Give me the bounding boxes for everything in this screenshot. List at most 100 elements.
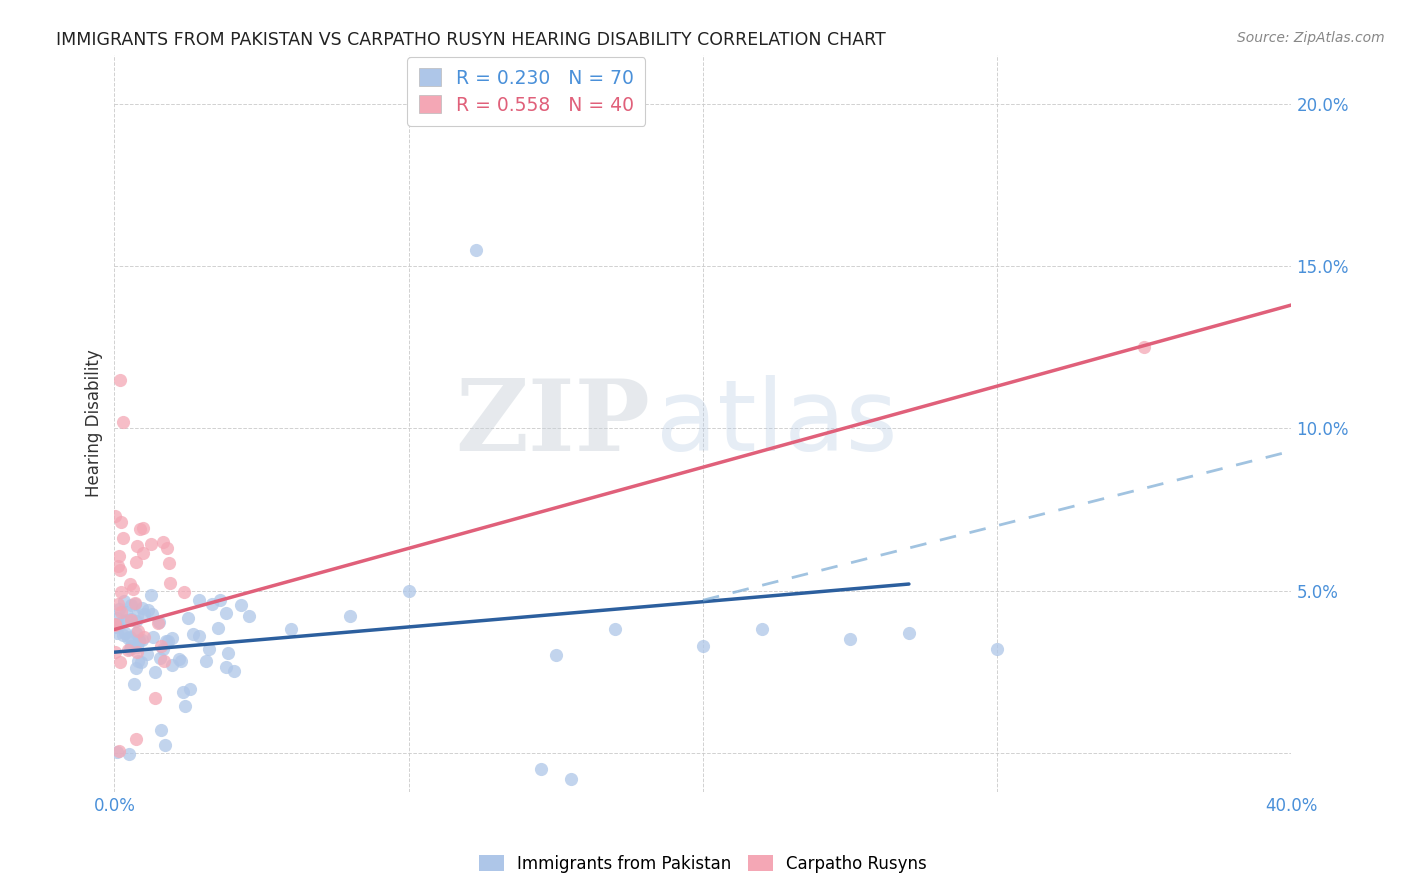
Point — [173, 698, 195, 713]
Point — [839, 632, 862, 647]
Point — [198, 641, 221, 656]
Point — [110, 373, 132, 387]
Point — [114, 605, 136, 619]
Point — [162, 631, 184, 645]
Point — [207, 621, 229, 635]
Point — [142, 630, 165, 644]
Point — [108, 743, 131, 757]
Point — [117, 631, 139, 645]
Point — [132, 546, 155, 560]
Point — [603, 623, 626, 637]
Point — [110, 585, 132, 599]
Point — [139, 588, 162, 602]
Point — [1133, 340, 1156, 354]
Text: Source: ZipAtlas.com: Source: ZipAtlas.com — [1237, 31, 1385, 45]
Point — [544, 648, 567, 663]
Point — [135, 647, 157, 661]
Point — [131, 601, 153, 615]
Point — [692, 639, 714, 653]
Point — [129, 655, 152, 669]
Point — [108, 655, 131, 669]
Point — [112, 415, 135, 429]
Point — [120, 599, 142, 613]
Point — [110, 606, 132, 620]
Legend: R = 0.230   N = 70, R = 0.558   N = 40: R = 0.230 N = 70, R = 0.558 N = 40 — [408, 57, 645, 126]
Point — [238, 609, 260, 624]
Point — [120, 639, 142, 653]
Point — [125, 555, 148, 569]
Point — [897, 625, 920, 640]
Point — [118, 747, 141, 761]
Point — [127, 540, 149, 554]
Point — [132, 630, 155, 644]
Point — [159, 576, 181, 591]
Point — [128, 633, 150, 648]
Point — [136, 603, 159, 617]
Point — [148, 616, 170, 631]
Point — [112, 594, 135, 608]
Point — [149, 651, 172, 665]
Point — [124, 596, 146, 610]
Point — [122, 676, 145, 690]
Point — [111, 628, 134, 642]
Point — [124, 661, 146, 675]
Point — [215, 606, 238, 620]
Point — [222, 664, 245, 678]
Point — [108, 563, 131, 577]
Point — [217, 646, 239, 660]
Point — [153, 738, 176, 752]
Legend: Immigrants from Pakistan, Carpatho Rusyns: Immigrants from Pakistan, Carpatho Rusyn… — [472, 848, 934, 880]
Point — [280, 623, 302, 637]
Point — [150, 723, 173, 738]
Point — [125, 614, 148, 628]
Y-axis label: Hearing Disability: Hearing Disability — [86, 350, 103, 498]
Point — [173, 584, 195, 599]
Point — [128, 632, 150, 647]
Point — [105, 745, 128, 759]
Point — [118, 577, 141, 591]
Point — [118, 630, 141, 644]
Point — [209, 592, 232, 607]
Point — [107, 549, 129, 563]
Point — [110, 515, 132, 529]
Point — [177, 611, 200, 625]
Point — [465, 243, 488, 257]
Point — [143, 665, 166, 679]
Point — [104, 617, 127, 632]
Point — [986, 641, 1008, 656]
Point — [157, 556, 180, 570]
Point — [398, 583, 420, 598]
Point — [115, 613, 138, 627]
Point — [560, 772, 582, 786]
Point — [120, 613, 142, 627]
Point — [107, 597, 129, 611]
Point — [114, 625, 136, 640]
Point — [179, 682, 201, 697]
Point — [129, 522, 152, 536]
Point — [143, 691, 166, 706]
Point — [181, 627, 204, 641]
Point — [104, 644, 127, 658]
Point — [112, 531, 135, 545]
Point — [188, 629, 211, 643]
Text: ZIP: ZIP — [456, 375, 650, 472]
Point — [152, 641, 174, 656]
Point — [201, 598, 224, 612]
Point — [108, 602, 131, 616]
Point — [132, 520, 155, 534]
Point — [125, 625, 148, 640]
Point — [125, 645, 148, 659]
Point — [152, 534, 174, 549]
Point — [172, 685, 194, 699]
Point — [141, 537, 163, 551]
Point — [188, 593, 211, 607]
Point — [125, 609, 148, 624]
Point — [117, 643, 139, 657]
Point — [148, 615, 170, 630]
Point — [339, 609, 361, 624]
Point — [103, 617, 125, 632]
Point — [125, 732, 148, 747]
Point — [104, 509, 127, 524]
Point — [160, 657, 183, 672]
Point — [134, 607, 156, 621]
